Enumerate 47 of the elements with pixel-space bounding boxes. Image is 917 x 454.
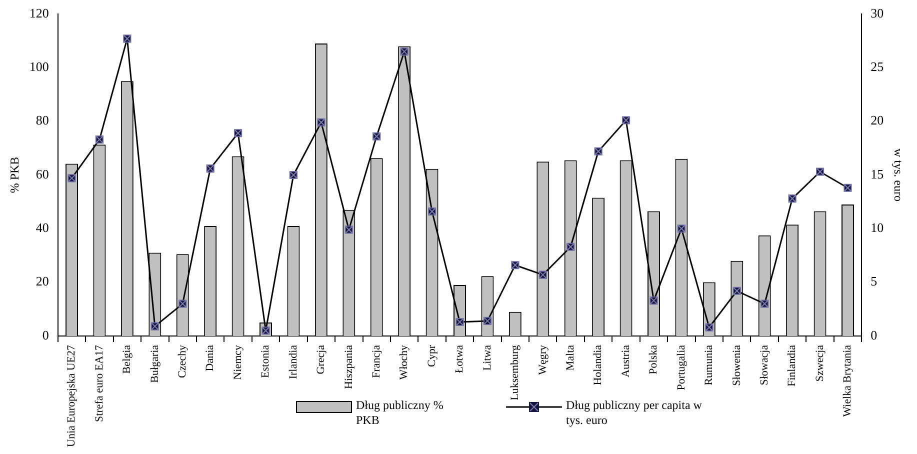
y-tick-label: 100 <box>29 59 49 74</box>
y2-tick-label: 10 <box>870 220 884 236</box>
x-tick-label: Irlandia <box>287 344 300 380</box>
y2-tick-label: 0 <box>870 327 878 342</box>
x-tick-label: Belgia <box>121 344 134 374</box>
x-tick-label: Hiszpania <box>342 344 355 389</box>
x-tick-label: Unia Europejska UE27 <box>66 344 78 447</box>
y2-tick-label: 20 <box>870 112 884 128</box>
y2-tick-label: 5 <box>870 274 878 289</box>
x-tick-label: Polska <box>648 344 660 374</box>
x-tick-label: Holandia <box>592 344 604 386</box>
x-tick-label: Węgry <box>536 344 549 375</box>
x-tick-label: Luksemburg <box>509 344 522 400</box>
x-tick-label: Słowenia <box>730 344 743 386</box>
y-tick-label: 20 <box>36 274 49 289</box>
y2-tick-label: 30 <box>870 5 884 20</box>
x-tick-label: Finlandia <box>786 344 798 387</box>
x-tick-label: Litwa <box>481 344 494 371</box>
x-tick-label: Francja <box>370 344 382 378</box>
x-tick-label: Dania <box>204 344 216 372</box>
legend-label: Dług publiczny per capita w tys. euro <box>566 398 703 428</box>
x-tick-label: Rumunia <box>703 344 716 386</box>
x-tick-label: Bułgaria <box>148 344 161 383</box>
x-tick-label: Grecja <box>315 344 328 374</box>
x-tick-label: Szwecja <box>814 344 826 382</box>
y2-tick-label: 25 <box>870 59 884 74</box>
x-tick-label: Wielka Brytania <box>842 344 854 417</box>
x-tick-label: Estonia <box>260 344 272 378</box>
y-tick-label: 0 <box>42 327 49 342</box>
y-tick-label: 40 <box>36 220 49 236</box>
x-tick-label: Niemcy <box>232 344 244 380</box>
x-tick-label: Malta <box>564 344 576 371</box>
y-axis-title: % PKB <box>7 156 22 194</box>
x-tick-label: Austria <box>620 344 632 378</box>
x-tick-label: Włochy <box>398 344 410 380</box>
x-tick-label: Słowacja <box>758 344 770 386</box>
legend-label: Dług publiczny % PKB <box>356 398 444 428</box>
x-tick-label: Strefa euro EA17 <box>93 344 106 422</box>
y-tick-label: 120 <box>29 5 49 20</box>
y-tick-label: 80 <box>36 112 49 128</box>
x-tick-label: Cypr <box>426 344 438 367</box>
x-tick-label: Czechy <box>176 344 189 378</box>
x-tick-label: Łotwa <box>454 344 466 374</box>
y-tick-label: 60 <box>36 166 49 182</box>
y2-tick-label: 15 <box>870 166 884 182</box>
x-tick-label: Portugalia <box>675 344 688 390</box>
y2-axis-title: w tys. euro <box>892 148 906 202</box>
